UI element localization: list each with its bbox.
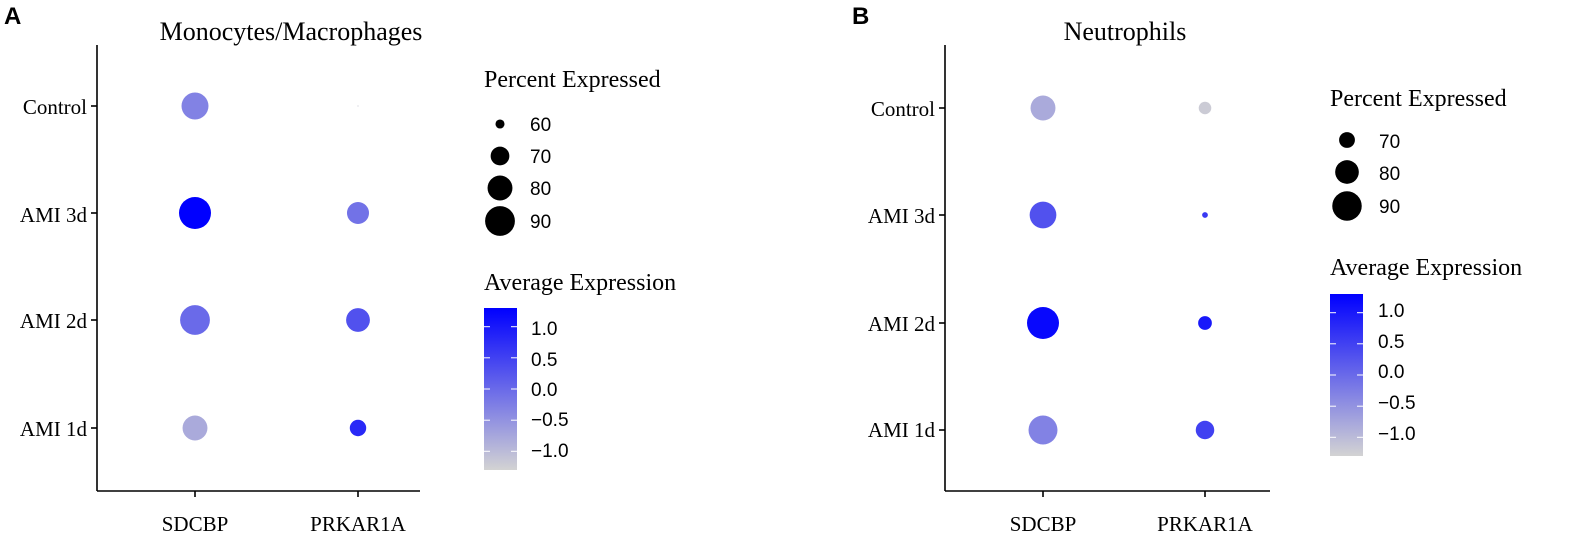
y-tick-label-control-a: Control [23, 95, 87, 119]
colorbar-label-0.0-a: 0.0 [531, 380, 557, 401]
panel-a: A Monocytes/Macrophages Control AMI 3d A… [4, 3, 676, 535]
dots-b [1027, 95, 1215, 445]
size-legend-label-70-a: 70 [530, 147, 551, 168]
plot-area-a [91, 45, 420, 497]
colorbar-ticks-a [484, 326, 517, 452]
colorbar-label-neg1.0-a: −1.0 [531, 441, 569, 462]
y-tick-label-ami3d-a: AMI 3d [20, 203, 88, 227]
dot-sdcbp-ami3d-b [1029, 201, 1057, 229]
dot-sdcbp-ami2d-a [180, 305, 210, 335]
dot-prkar1a-ami3d-a [346, 201, 370, 225]
y-tick-label-ami2d-a: AMI 2d [20, 309, 88, 333]
color-legend-title-b: Average Expression [1330, 255, 1522, 281]
y-tick-label-ami1d-b: AMI 1d [868, 418, 936, 442]
x-tick-labels-a: SDCBP PRKAR1A [162, 512, 407, 535]
dot-prkar1a-ami1d-b [1195, 420, 1215, 440]
axis-ticks-b [939, 107, 1206, 497]
dot-prkar1a-ami2d-a [346, 308, 370, 332]
dot-prkar1a-ami2d-b [1198, 316, 1212, 330]
x-tick-label-prkar1a-a: PRKAR1A [310, 512, 407, 535]
size-legend-a: Percent Expressed 60 70 80 90 [484, 67, 661, 236]
x-tick-label-prkar1a-b: PRKAR1A [1157, 512, 1254, 535]
size-legend-title-b: Percent Expressed [1330, 86, 1507, 112]
colorbar-label-0.0-b: 0.0 [1378, 362, 1404, 383]
chart-title-b: Neutrophils [1064, 17, 1187, 46]
chart-title-a: Monocytes/Macrophages [160, 17, 423, 46]
size-legend-key-60-a [495, 119, 505, 129]
size-legend-keys-b [1332, 132, 1362, 221]
size-legend-key-70-a [490, 146, 510, 166]
colorbar-label-1.0-b: 1.0 [1378, 301, 1404, 322]
x-tick-label-sdcbp-b: SDCBP [1010, 512, 1077, 535]
plot-area-b [939, 45, 1270, 497]
size-legend-key-90-a [485, 206, 515, 236]
size-legend-key-80-b [1335, 160, 1359, 184]
dot-sdcbp-control-a [181, 92, 209, 120]
x-tick-labels-b: SDCBP PRKAR1A [1010, 512, 1254, 535]
size-legend-label-90-b: 90 [1379, 197, 1400, 218]
size-legend-title-a: Percent Expressed [484, 67, 661, 93]
size-legend-label-80-b: 80 [1379, 164, 1400, 185]
dot-sdcbp-ami1d-a [182, 415, 208, 441]
panel-label-b: B [852, 3, 869, 30]
colorbar-label-neg0.5-a: −0.5 [531, 410, 569, 431]
dot-sdcbp-ami2d-b [1027, 307, 1059, 339]
dots-a [179, 92, 370, 441]
y-tick-labels-a: Control AMI 3d AMI 2d AMI 1d [20, 95, 88, 441]
size-legend-key-90-b [1332, 191, 1362, 221]
panel-label-a: A [4, 3, 21, 30]
colorbar-label-0.5-b: 0.5 [1378, 332, 1404, 353]
y-tick-label-ami2d-b: AMI 2d [868, 312, 936, 336]
color-legend-a: Average Expression 1.0 0.5 0.0 −0.5 −1.0 [484, 270, 676, 470]
dot-prkar1a-control-b [1198, 101, 1212, 115]
colorbar-label-1.0-a: 1.0 [531, 319, 557, 340]
y-tick-label-control-b: Control [871, 97, 935, 121]
size-legend-label-90-a: 90 [530, 212, 551, 233]
y-tick-label-ami1d-a: AMI 1d [20, 417, 88, 441]
panel-b: B Neutrophils Control AMI 3d AMI 2d AMI … [852, 3, 1522, 535]
dot-prkar1a-control-a [357, 105, 359, 107]
y-tick-label-ami3d-b: AMI 3d [868, 204, 936, 228]
colorbar-label-neg0.5-b: −0.5 [1378, 393, 1416, 414]
size-legend-label-70-b: 70 [1379, 132, 1400, 153]
size-legend-label-60-a: 60 [530, 115, 551, 136]
color-legend-title-a: Average Expression [484, 270, 676, 296]
color-legend-b: Average Expression 1.0 0.5 0.0 −0.5 −1.0 [1330, 255, 1522, 456]
size-legend-keys-a [485, 119, 515, 236]
dot-prkar1a-ami3d-b [1202, 212, 1208, 218]
x-tick-label-sdcbp-a: SDCBP [162, 512, 229, 535]
dot-prkar1a-ami1d-a [349, 419, 367, 437]
y-tick-labels-b: Control AMI 3d AMI 2d AMI 1d [868, 97, 936, 442]
size-legend-key-70-b [1339, 132, 1355, 148]
size-legend-b: Percent Expressed 70 80 90 [1330, 86, 1507, 221]
colorbar-ticks-b [1330, 312, 1363, 438]
colorbar-label-0.5-a: 0.5 [531, 350, 557, 371]
dot-sdcbp-ami1d-b [1028, 415, 1058, 445]
size-legend-label-80-a: 80 [530, 179, 551, 200]
dot-sdcbp-control-b [1030, 95, 1056, 121]
size-legend-key-80-a [487, 175, 513, 201]
colorbar-label-neg1.0-b: −1.0 [1378, 424, 1416, 445]
dot-sdcbp-ami3d-a [179, 197, 211, 229]
axis-ticks-a [91, 105, 359, 497]
